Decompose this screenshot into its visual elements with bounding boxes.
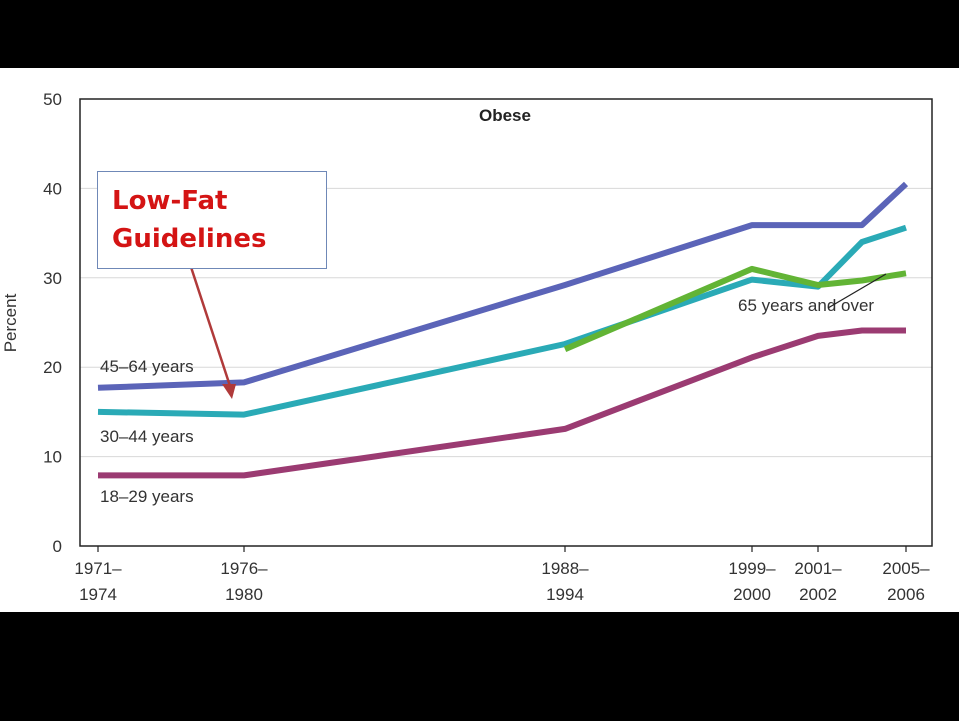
- x-tick-label-2-line1: 1988–: [541, 559, 589, 578]
- callout-arrow-shaft: [188, 263, 232, 387]
- x-tick-label-3-line1: 1999–: [728, 559, 776, 578]
- callout-line-1: Low-Fat: [112, 186, 228, 216]
- series-line-0: [97, 181, 909, 391]
- callout-line-2: Guidelines: [112, 224, 267, 254]
- series-line-1: [97, 224, 907, 418]
- x-tick-label-5-line1: 2005–: [882, 559, 930, 578]
- line-chart: 0 10 20 30 40 50 Percent 1971– 1974 1976– 1980 1988…: [1, 90, 933, 604]
- x-tick-label-3-line2: 2000: [733, 585, 771, 604]
- x-tick-label-0-line2: 1974: [79, 585, 117, 604]
- series-label-2: 18–29 years: [100, 487, 194, 506]
- series-label-3-leader: [827, 273, 887, 309]
- x-tick-label-5-line2: 2006: [887, 585, 925, 604]
- low-fat-guidelines-callout: Low-Fat Guidelines: [97, 171, 327, 269]
- y-tick-label-10: 10: [43, 448, 62, 467]
- series-label-0: 45–64 years: [100, 357, 194, 376]
- y-axis-title: Percent: [1, 293, 20, 352]
- callout-arrow-head: [222, 384, 236, 399]
- y-tick-label-30: 30: [43, 269, 62, 288]
- series-label-1: 30–44 years: [100, 427, 194, 446]
- x-tick-label-1-line2: 1980: [225, 585, 263, 604]
- x-tick-label-4-line2: 2002: [799, 585, 837, 604]
- plot-frame: [79, 98, 933, 547]
- y-tick-label-0: 0: [53, 537, 62, 556]
- chart-container: 0 10 20 30 40 50 Percent 1971– 1974 1976– 1980 1988…: [0, 68, 959, 612]
- series-line-3: [563, 265, 907, 353]
- chart-title: Obese: [479, 106, 531, 125]
- series-line-2: [98, 327, 906, 479]
- y-tick-label-40: 40: [43, 179, 62, 198]
- y-tick-label-50: 50: [43, 90, 62, 109]
- series-label-3: 65 years and over: [738, 296, 874, 315]
- y-tick-label-20: 20: [43, 358, 62, 377]
- x-tick-label-2-line2: 1994: [546, 585, 584, 604]
- x-tick-label-0-line1: 1971–: [74, 559, 122, 578]
- x-tick-label-4-line1: 2001–: [794, 559, 842, 578]
- x-tick-label-1-line1: 1976–: [220, 559, 268, 578]
